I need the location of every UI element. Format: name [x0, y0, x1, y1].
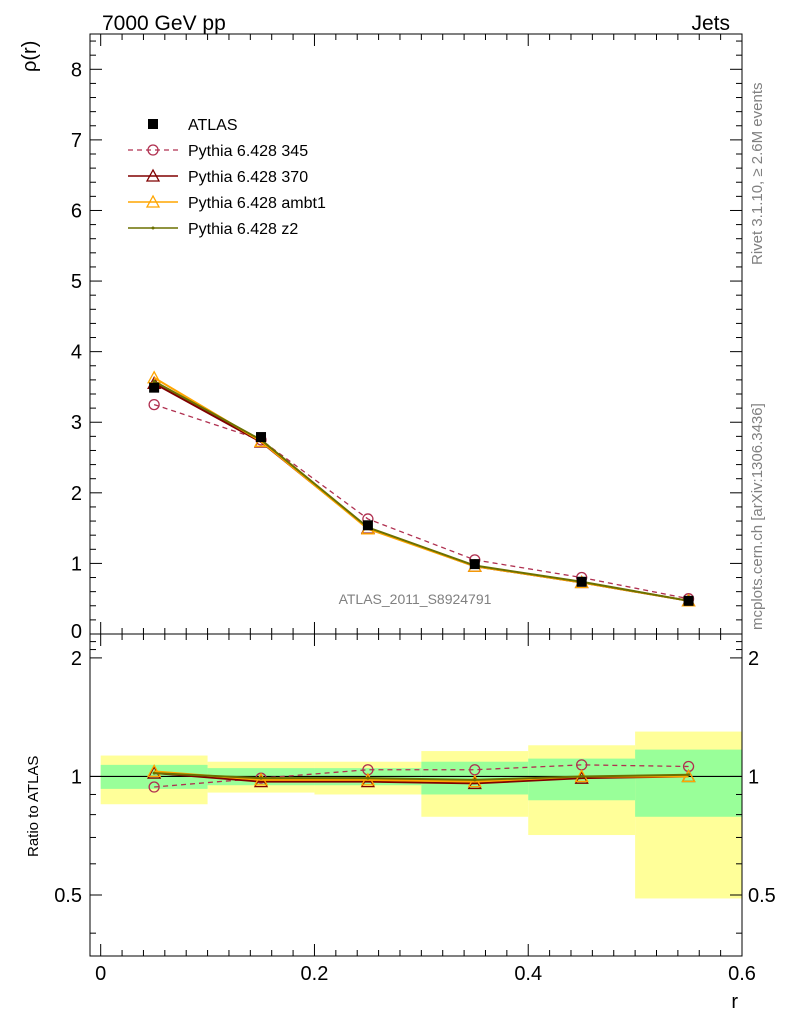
y-axis-title: ρ(r) [19, 41, 41, 72]
mcplots-label: mcplots.cern.ch [arXiv:1306.3436] [749, 403, 766, 630]
x-tick-label: 0.4 [514, 963, 542, 985]
x-axis-title: r [731, 991, 738, 1013]
ratio-frame [89, 633, 743, 957]
ratio-point-ambt1 [253, 772, 269, 786]
ratio-point-p370 [253, 774, 269, 788]
ratio-point-p370 [360, 774, 375, 788]
series-line-ambt1 [153, 376, 689, 602]
legend-marker-p370 [145, 168, 161, 182]
ratio-point-z2 [580, 774, 584, 778]
ratio-y-tick-label-right: 2 [748, 648, 759, 670]
ratio-point-z2 [473, 778, 477, 782]
series-line-p345 [153, 403, 689, 600]
legend-label-z2: Pythia 6.428 z2 [188, 221, 298, 238]
data-point-atlas [683, 595, 694, 606]
watermark: ATLAS_2011_S8924791 [339, 591, 492, 607]
legend-marker-p345 [147, 144, 159, 156]
x-tick-label: 0 [95, 963, 106, 985]
data-point-atlas [469, 559, 480, 570]
data-point-atlas [149, 382, 160, 393]
data-point-z2 [152, 379, 156, 383]
legend-label-ambt1: Pythia 6.428 ambt1 [188, 195, 326, 212]
ratio-line-z2 [154, 772, 689, 781]
y-tick-label: 6 [71, 200, 82, 222]
data-point-atlas [362, 520, 373, 531]
legend-marker-atlas [148, 119, 158, 129]
ratio-y-tick-label-right: 0.5 [748, 885, 776, 907]
ratio-y-axis-title: Ratio to ATLAS [25, 756, 42, 857]
ratio-y-tick-label-right: 1 [748, 766, 759, 788]
ratio-point-ambt1 [360, 772, 375, 786]
legend: ATLAS Pythia 6.428 345 Pythia 6.428 370 Pyt… [128, 117, 326, 238]
ratio-point-p370 [574, 770, 589, 784]
ratio-point-p370 [467, 776, 482, 790]
y-tick-label: 8 [71, 59, 82, 81]
header-right: Jets [691, 12, 730, 35]
ratio-y-tick-label: 1 [71, 766, 82, 788]
ratio-y-tick-label: 2 [71, 648, 82, 670]
ratio-y-tick-label: 0.5 [54, 885, 82, 907]
ratio-point-ambt1 [681, 769, 696, 783]
y-tick-label: 7 [71, 130, 82, 152]
y-tick-label: 4 [71, 342, 82, 364]
x-tick-label: 0.6 [728, 963, 756, 985]
data-point-atlas [256, 432, 267, 443]
legend-marker-ambt1 [145, 194, 161, 208]
ratio-line-p370 [154, 772, 689, 785]
header-left: 7000 GeV pp [102, 12, 226, 35]
legend-label-atlas: ATLAS [188, 117, 238, 134]
series-line-z2 [153, 380, 689, 602]
ratio-point-z2 [687, 773, 691, 777]
y-tick-label-zero: 0 [71, 621, 82, 643]
rivet-label: Rivet 3.1.10, ≥ 2.6M events [749, 83, 766, 266]
legend-marker-z2 [151, 226, 155, 230]
legend-label-p345: Pythia 6.428 345 [188, 143, 308, 160]
y-tick-label: 3 [71, 412, 82, 434]
ratio-point-z2 [152, 771, 156, 775]
x-tick-label: 0.2 [301, 963, 329, 985]
data-point-p345 [148, 398, 160, 411]
y-tick-label: 1 [71, 553, 82, 575]
y-tick-label: 2 [71, 483, 82, 505]
ratio-point-ambt1 [467, 774, 482, 788]
series-line-p370 [153, 382, 689, 602]
legend-label-p370: Pythia 6.428 370 [188, 169, 308, 186]
ratio-point-z2 [366, 776, 370, 780]
ratio-point-ambt1 [147, 764, 162, 778]
ratio-point-p345 [148, 781, 160, 793]
main-plot: 1 2 3 4 5 6 7 8 0 ρ(r) ATLAS_2011_S8924791 [19, 33, 743, 643]
uncertainty-band-inner [635, 749, 742, 817]
data-point-atlas [576, 576, 587, 587]
ratio-plot: 0.5 0.5 1 1 2 2 0 0.2 0.4 0.6 r Ratio to ATLAS [25, 633, 776, 1013]
ratio-point-z2 [259, 776, 263, 780]
y-tick-label: 5 [71, 271, 82, 293]
